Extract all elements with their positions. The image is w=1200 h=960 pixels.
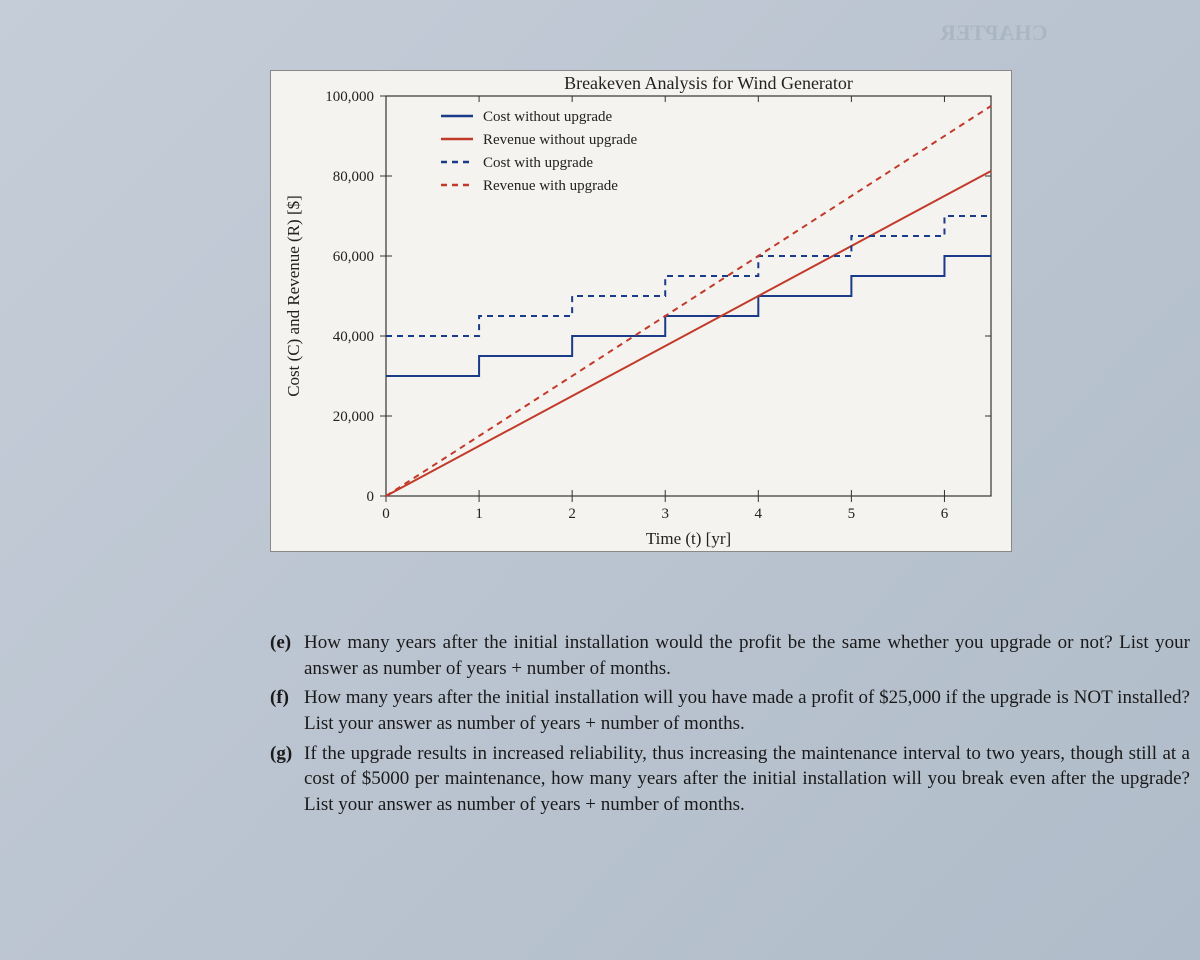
svg-text:Cost (C) and Revenue (R) [$]: Cost (C) and Revenue (R) [$] [284,195,303,397]
svg-text:1: 1 [475,506,483,522]
breakeven-chart: 0 20,000 40,000 60,000 80,000 100,000 0 1 2 3 4 5 6 B… [270,70,1012,552]
ghost-text: CHAPTER [940,20,1048,46]
question-text: How many years after the initial install… [304,630,1190,681]
page: 0 20,000 40,000 60,000 80,000 100,000 0 1 2 3 4 5 6 B… [0,0,1200,960]
svg-text:5: 5 [848,506,856,522]
question-row: (g)If the upgrade results in increased r… [270,741,1190,818]
question-row: (f)How many years after the initial inst… [270,685,1190,736]
question-label: (g) [270,741,304,818]
svg-text:3: 3 [661,506,669,522]
svg-text:20,000: 20,000 [333,409,374,425]
svg-text:Revenue with upgrade: Revenue with upgrade [483,178,618,194]
question-label: (e) [270,630,304,681]
svg-text:Time (t) [yr]: Time (t) [yr] [646,529,731,548]
question-text: If the upgrade results in increased reli… [304,741,1190,818]
svg-text:2: 2 [568,506,576,522]
question-label: (f) [270,685,304,736]
svg-text:Cost with upgrade: Cost with upgrade [483,155,593,171]
svg-text:40,000: 40,000 [333,329,374,345]
svg-text:6: 6 [941,506,949,522]
svg-text:60,000: 60,000 [333,249,374,265]
svg-text:0: 0 [367,489,375,505]
question-text: How many years after the initial install… [304,685,1190,736]
question-list: (e)How many years after the initial inst… [270,630,1190,821]
svg-text:0: 0 [382,506,390,522]
svg-text:Breakeven Analysis for Wind Ge: Breakeven Analysis for Wind Generator [564,73,853,93]
svg-text:Cost without upgrade: Cost without upgrade [483,109,612,125]
svg-text:100,000: 100,000 [325,89,374,105]
chart-svg: 0 20,000 40,000 60,000 80,000 100,000 0 1 2 3 4 5 6 B… [271,71,1011,551]
question-row: (e)How many years after the initial inst… [270,630,1190,681]
svg-text:4: 4 [755,506,763,522]
svg-text:Revenue without upgrade: Revenue without upgrade [483,132,637,148]
svg-text:80,000: 80,000 [333,169,374,185]
